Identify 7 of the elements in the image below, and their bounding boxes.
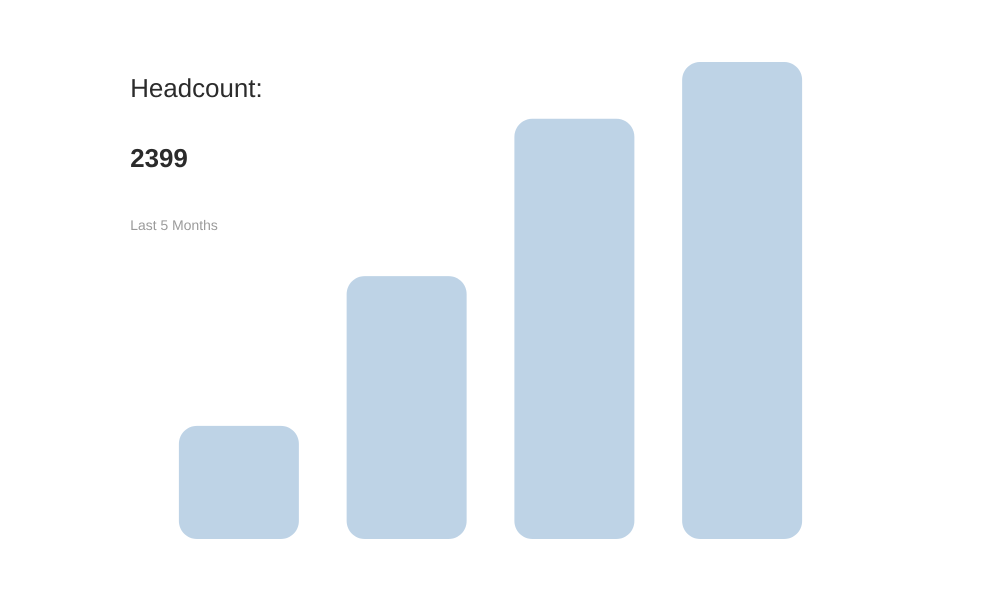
bar — [346, 276, 467, 539]
annotation: Last 5 Months — [131, 220, 218, 230]
bar — [178, 426, 299, 539]
text: 2399 — [131, 148, 187, 168]
bar — [682, 62, 802, 539]
bar — [514, 118, 634, 539]
chart-title: Headcount: — [132, 78, 260, 98]
